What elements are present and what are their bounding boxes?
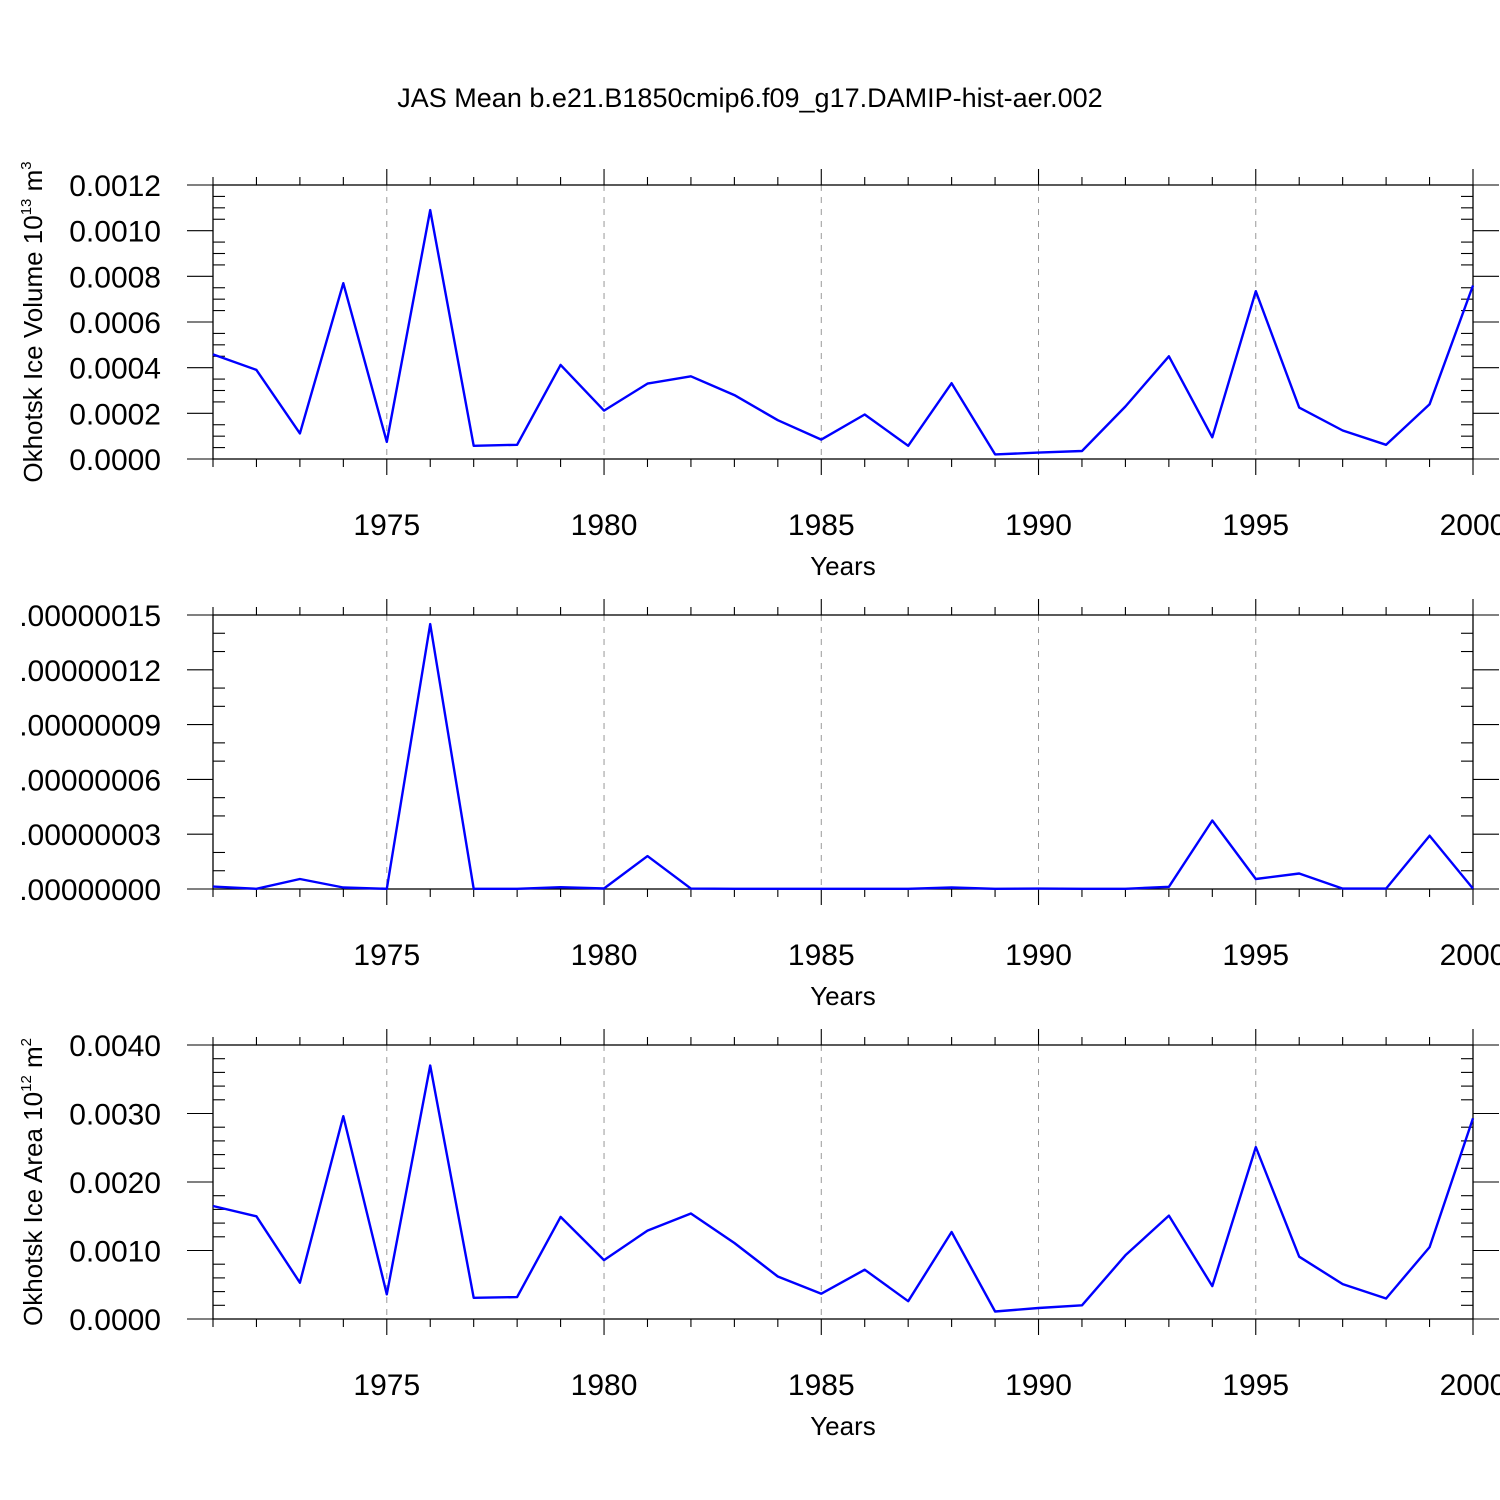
x-axis-title: Years xyxy=(810,981,876,1011)
figure-title: JAS Mean b.e21.B1850cmip6.f09_g17.DAMIP-… xyxy=(397,83,1102,113)
x-tick-label: 1980 xyxy=(571,939,638,972)
x-tick-label: 1990 xyxy=(1005,509,1072,542)
series-line xyxy=(212,1064,1475,1313)
y-axis-title: Okhotsk Ice Volume 1013 m3 xyxy=(18,161,48,482)
y-tick-label: 0.0030 xyxy=(69,1099,161,1132)
x-tick-label: 1975 xyxy=(353,1369,420,1402)
y-axis-title-text: Okhotsk Ice Volume 10 xyxy=(18,215,48,482)
x-tick-label: 1980 xyxy=(571,509,638,542)
y-tick-label: .00000006 xyxy=(19,764,161,797)
y-tick-label: 0.0010 xyxy=(69,216,161,249)
y-axis-title-unit: m xyxy=(18,1046,48,1075)
panel-3: 1975 1980 1985 1990 1995 2000 Years 0.0000 0.001… xyxy=(18,1029,1500,1441)
x-tick-label: 1995 xyxy=(1222,1369,1289,1402)
y-tick-label: 0.0012 xyxy=(69,170,161,203)
y-tick-label: 0.0000 xyxy=(69,444,161,477)
y-tick-label: 0.0004 xyxy=(69,353,161,386)
series-line xyxy=(212,208,1475,456)
y-axis-title-exponent: 13 xyxy=(18,199,35,216)
y-tick-label: 0.0000 xyxy=(69,1304,161,1337)
chart-panels: 1975 1980 1985 1990 1995 2000 Years 0.0000 0.000… xyxy=(18,161,1500,1441)
x-tick-label: 2000 xyxy=(1440,509,1500,542)
x-axis-title: Years xyxy=(810,1411,876,1441)
y-axis-title-text: Okhotsk Ice Area 10 xyxy=(18,1092,48,1326)
y-tick-label: .00000000 xyxy=(19,874,161,907)
y-tick-label: .00000015 xyxy=(19,600,161,633)
x-tick-label: 1975 xyxy=(353,939,420,972)
y-tick-label: 0.0008 xyxy=(69,261,161,294)
y-tick-label: .00000012 xyxy=(19,655,161,688)
y-tick-label: 0.0002 xyxy=(69,398,161,431)
x-tick-label: 1995 xyxy=(1222,509,1289,542)
panel-1: 1975 1980 1985 1990 1995 2000 Years 0.0000 0.000… xyxy=(18,161,1500,581)
x-tick-label: 1990 xyxy=(1005,939,1072,972)
plot-frame xyxy=(212,1044,1474,1320)
plot-frame xyxy=(212,614,1474,890)
y-tick-label: 0.0020 xyxy=(69,1167,161,1200)
y-axis-title-unit-exponent: 3 xyxy=(18,161,35,169)
x-tick-label: 1985 xyxy=(788,509,855,542)
x-tick-label: 1975 xyxy=(353,509,420,542)
y-tick-label: 0.0006 xyxy=(69,307,161,340)
x-tick-label: 1985 xyxy=(788,1369,855,1402)
y-tick-label: .00000003 xyxy=(19,819,161,852)
y-tick-label: 0.0010 xyxy=(69,1236,161,1269)
x-axis-title: Years xyxy=(810,551,876,581)
x-tick-label: 2000 xyxy=(1440,1369,1500,1402)
y-axis-title-unit-exponent: 2 xyxy=(18,1038,35,1046)
x-tick-label: 1985 xyxy=(788,939,855,972)
x-tick-label: 2000 xyxy=(1440,939,1500,972)
y-tick-label: 0.0040 xyxy=(69,1030,161,1063)
series-line xyxy=(212,622,1474,890)
x-tick-label: 1995 xyxy=(1222,939,1289,972)
y-axis-title-unit: m xyxy=(18,170,48,199)
x-tick-label: 1980 xyxy=(571,1369,638,1402)
plot-frame xyxy=(212,184,1474,460)
y-axis-title-exponent: 12 xyxy=(18,1075,35,1092)
x-tick-label: 1990 xyxy=(1005,1369,1072,1402)
panel-2: 1975 1980 1985 1990 1995 2000 Years .00000000 .0… xyxy=(19,599,1500,1011)
y-tick-label: .00000009 xyxy=(19,710,161,743)
y-axis-title: Okhotsk Ice Area 1012 m2 xyxy=(18,1038,48,1326)
